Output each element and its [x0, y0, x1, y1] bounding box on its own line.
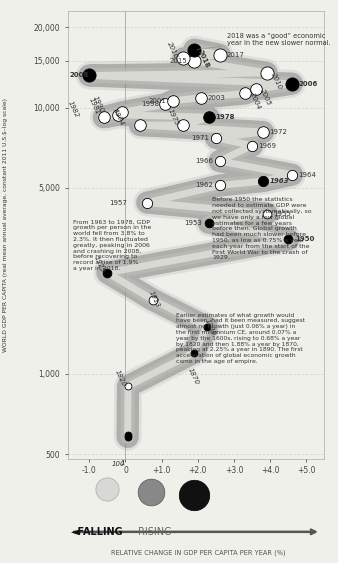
Point — [213, 133, 219, 142]
Text: 1963: 1963 — [269, 178, 289, 184]
Point — [289, 170, 295, 179]
Text: 1820: 1820 — [114, 369, 127, 387]
Text: 2018 was a “good” economic
year in the new slower normal.: 2018 was a “good” economic year in the n… — [197, 33, 331, 50]
Text: 1957: 1957 — [110, 199, 127, 205]
Text: 1972: 1972 — [269, 129, 287, 135]
Text: 1962: 1962 — [195, 182, 213, 189]
Text: Before 1950 the statistics
needed to estimate GDP were
not collected systematica: Before 1950 the statistics needed to est… — [212, 198, 312, 261]
Text: 1890: 1890 — [203, 318, 216, 337]
Point — [181, 120, 186, 129]
Text: ◄FALLING: ◄FALLING — [71, 527, 124, 537]
Text: Earlier estimates of what growth would
have been, had it been measured, suggest
: Earlier estimates of what growth would h… — [176, 312, 305, 364]
Text: 1870: 1870 — [187, 367, 200, 385]
Text: 2008: 2008 — [69, 73, 89, 78]
Text: 1982: 1982 — [66, 100, 79, 119]
Point — [260, 127, 266, 136]
Point — [217, 181, 222, 190]
Point — [204, 323, 210, 332]
Text: RELATIVE CHANGE IN GDP PER CAPITA PER YEAR (%): RELATIVE CHANGE IN GDP PER CAPITA PER YE… — [111, 549, 285, 556]
Point — [181, 54, 186, 63]
Text: 2015: 2015 — [170, 57, 188, 64]
Text: 1971: 1971 — [191, 135, 210, 141]
Point — [101, 113, 106, 122]
Point — [289, 79, 295, 88]
Text: 1975: 1975 — [167, 108, 179, 126]
Point — [125, 382, 131, 391]
Point — [125, 432, 130, 441]
Point — [170, 96, 175, 105]
Text: 1966: 1966 — [195, 158, 213, 164]
Text: 2005: 2005 — [260, 88, 272, 107]
Text: 1978: 1978 — [215, 114, 235, 120]
Text: 2010: 2010 — [270, 72, 284, 91]
Point — [249, 141, 255, 150]
Point — [206, 218, 211, 227]
Text: 1950: 1950 — [295, 236, 314, 243]
Text: 1969: 1969 — [259, 142, 276, 149]
Point — [199, 93, 204, 102]
Point — [260, 177, 266, 186]
Text: 1998: 1998 — [141, 101, 159, 107]
Point — [286, 235, 291, 244]
Point — [192, 56, 197, 65]
Point — [217, 50, 222, 59]
Text: 1913: 1913 — [148, 291, 161, 309]
Point — [192, 45, 197, 54]
Point — [116, 110, 121, 119]
Text: 2003: 2003 — [208, 95, 226, 101]
Text: 1955: 1955 — [273, 211, 291, 217]
Point — [264, 209, 269, 218]
Point — [119, 108, 125, 117]
Point — [191, 348, 196, 358]
Text: 2017: 2017 — [226, 52, 244, 57]
Text: 2004: 2004 — [249, 92, 262, 111]
Point — [87, 71, 92, 80]
Text: 1974: 1974 — [112, 108, 125, 126]
Text: 100: 100 — [111, 461, 125, 467]
Text: 1990: 1990 — [92, 95, 105, 114]
Text: 1964: 1964 — [298, 172, 316, 178]
Point — [242, 89, 248, 98]
Text: WORLD GDP PER CAPITA (real mean annual average, constant 2011 U.S.$–log scale): WORLD GDP PER CAPITA (real mean annual a… — [3, 98, 7, 352]
Text: 2016: 2016 — [167, 41, 179, 60]
Point — [105, 268, 110, 277]
Point — [144, 198, 150, 207]
Text: RISING: RISING — [138, 527, 172, 537]
Point — [217, 157, 222, 166]
Text: 1: 1 — [120, 460, 125, 466]
Point — [206, 113, 211, 122]
Text: 1953: 1953 — [184, 220, 202, 226]
Text: 1981: 1981 — [88, 97, 101, 116]
Text: 2001: 2001 — [148, 98, 166, 104]
Point — [150, 295, 155, 304]
Point — [264, 68, 269, 77]
Text: 1929: 1929 — [93, 255, 106, 274]
Text: From 1963 to 1978, GDP
growth per person in the
world fell from 3.8% to
2.3%. It: From 1963 to 1978, GDP growth per person… — [73, 220, 151, 271]
Text: 2006: 2006 — [298, 81, 318, 87]
Point — [148, 487, 153, 496]
Point — [105, 485, 110, 494]
Text: 2018: 2018 — [197, 48, 211, 69]
Point — [253, 85, 259, 94]
Point — [192, 491, 197, 500]
Point — [137, 120, 143, 129]
Point — [163, 100, 168, 109]
Point — [125, 431, 130, 440]
